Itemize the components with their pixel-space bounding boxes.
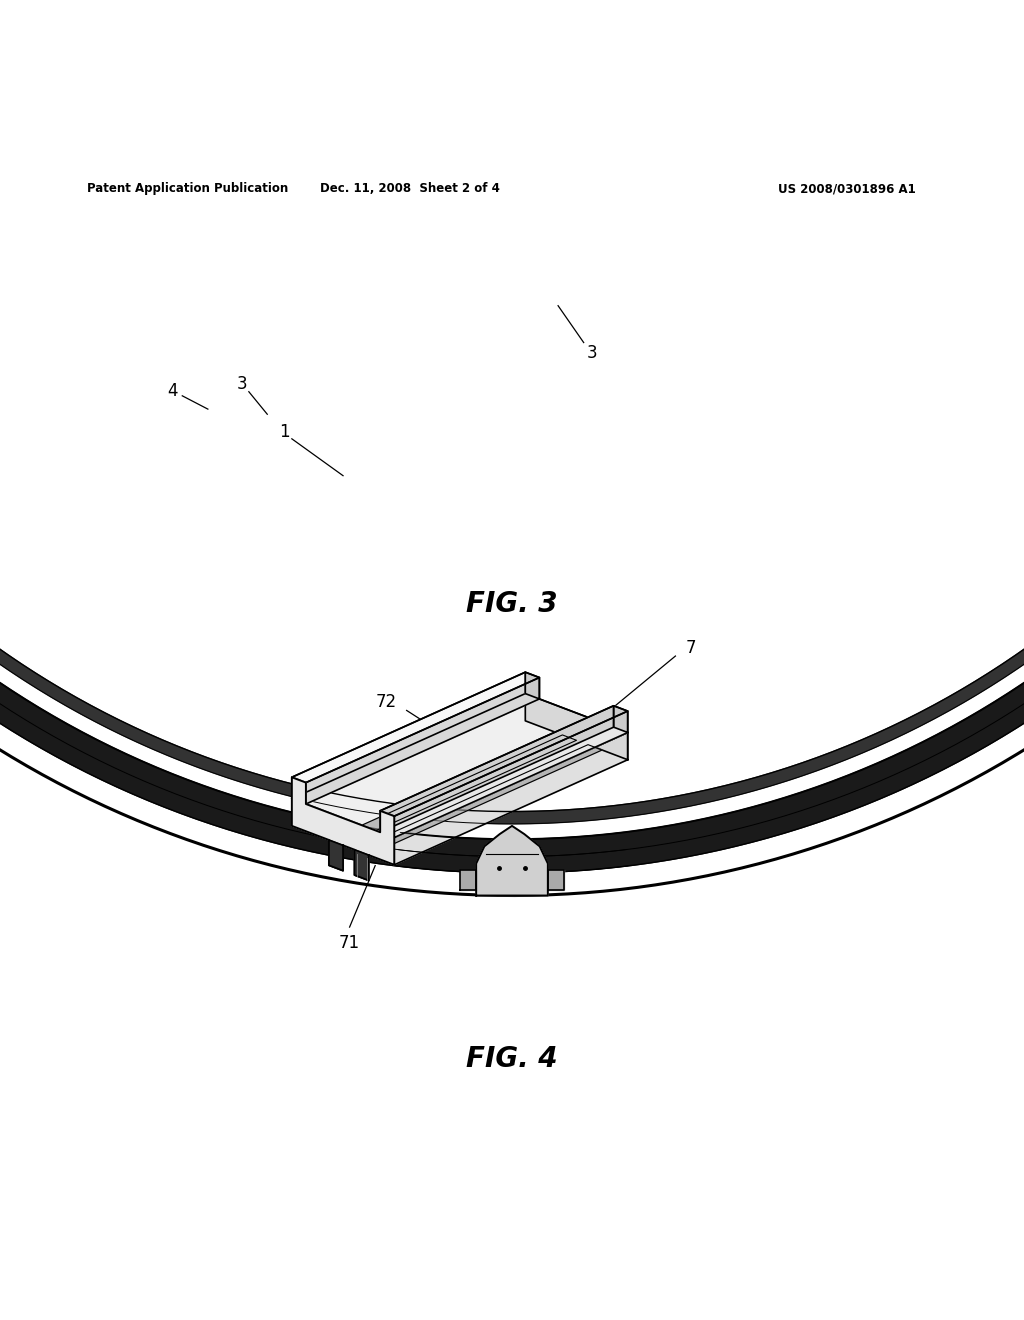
Polygon shape bbox=[292, 693, 628, 838]
Text: Patent Application Publication: Patent Application Publication bbox=[87, 182, 289, 195]
Text: FIG. 3: FIG. 3 bbox=[466, 590, 558, 618]
Polygon shape bbox=[0, 259, 1024, 873]
Text: 1: 1 bbox=[280, 422, 290, 441]
Polygon shape bbox=[525, 672, 540, 698]
Polygon shape bbox=[354, 744, 602, 855]
Text: US 2008/0301896 A1: US 2008/0301896 A1 bbox=[778, 182, 916, 195]
Text: 3: 3 bbox=[237, 375, 247, 392]
Polygon shape bbox=[329, 840, 343, 871]
Text: 7: 7 bbox=[685, 639, 696, 657]
Polygon shape bbox=[354, 850, 369, 880]
Polygon shape bbox=[460, 870, 476, 891]
Text: 72: 72 bbox=[376, 693, 396, 711]
Text: 71: 71 bbox=[339, 935, 360, 953]
Text: Dec. 11, 2008  Sheet 2 of 4: Dec. 11, 2008 Sheet 2 of 4 bbox=[319, 182, 500, 195]
Polygon shape bbox=[380, 706, 628, 816]
Polygon shape bbox=[394, 733, 628, 865]
Polygon shape bbox=[292, 672, 525, 799]
Text: 3: 3 bbox=[587, 343, 597, 362]
Polygon shape bbox=[0, 248, 1024, 824]
Polygon shape bbox=[292, 672, 540, 783]
Polygon shape bbox=[613, 706, 628, 733]
Polygon shape bbox=[548, 870, 564, 891]
Polygon shape bbox=[329, 735, 577, 845]
Polygon shape bbox=[476, 826, 548, 895]
Text: 4: 4 bbox=[167, 381, 177, 400]
Polygon shape bbox=[380, 706, 613, 832]
Polygon shape bbox=[525, 693, 628, 760]
Polygon shape bbox=[394, 711, 628, 838]
Polygon shape bbox=[306, 677, 540, 804]
Text: FIG. 4: FIG. 4 bbox=[466, 1045, 558, 1073]
Polygon shape bbox=[292, 777, 394, 880]
